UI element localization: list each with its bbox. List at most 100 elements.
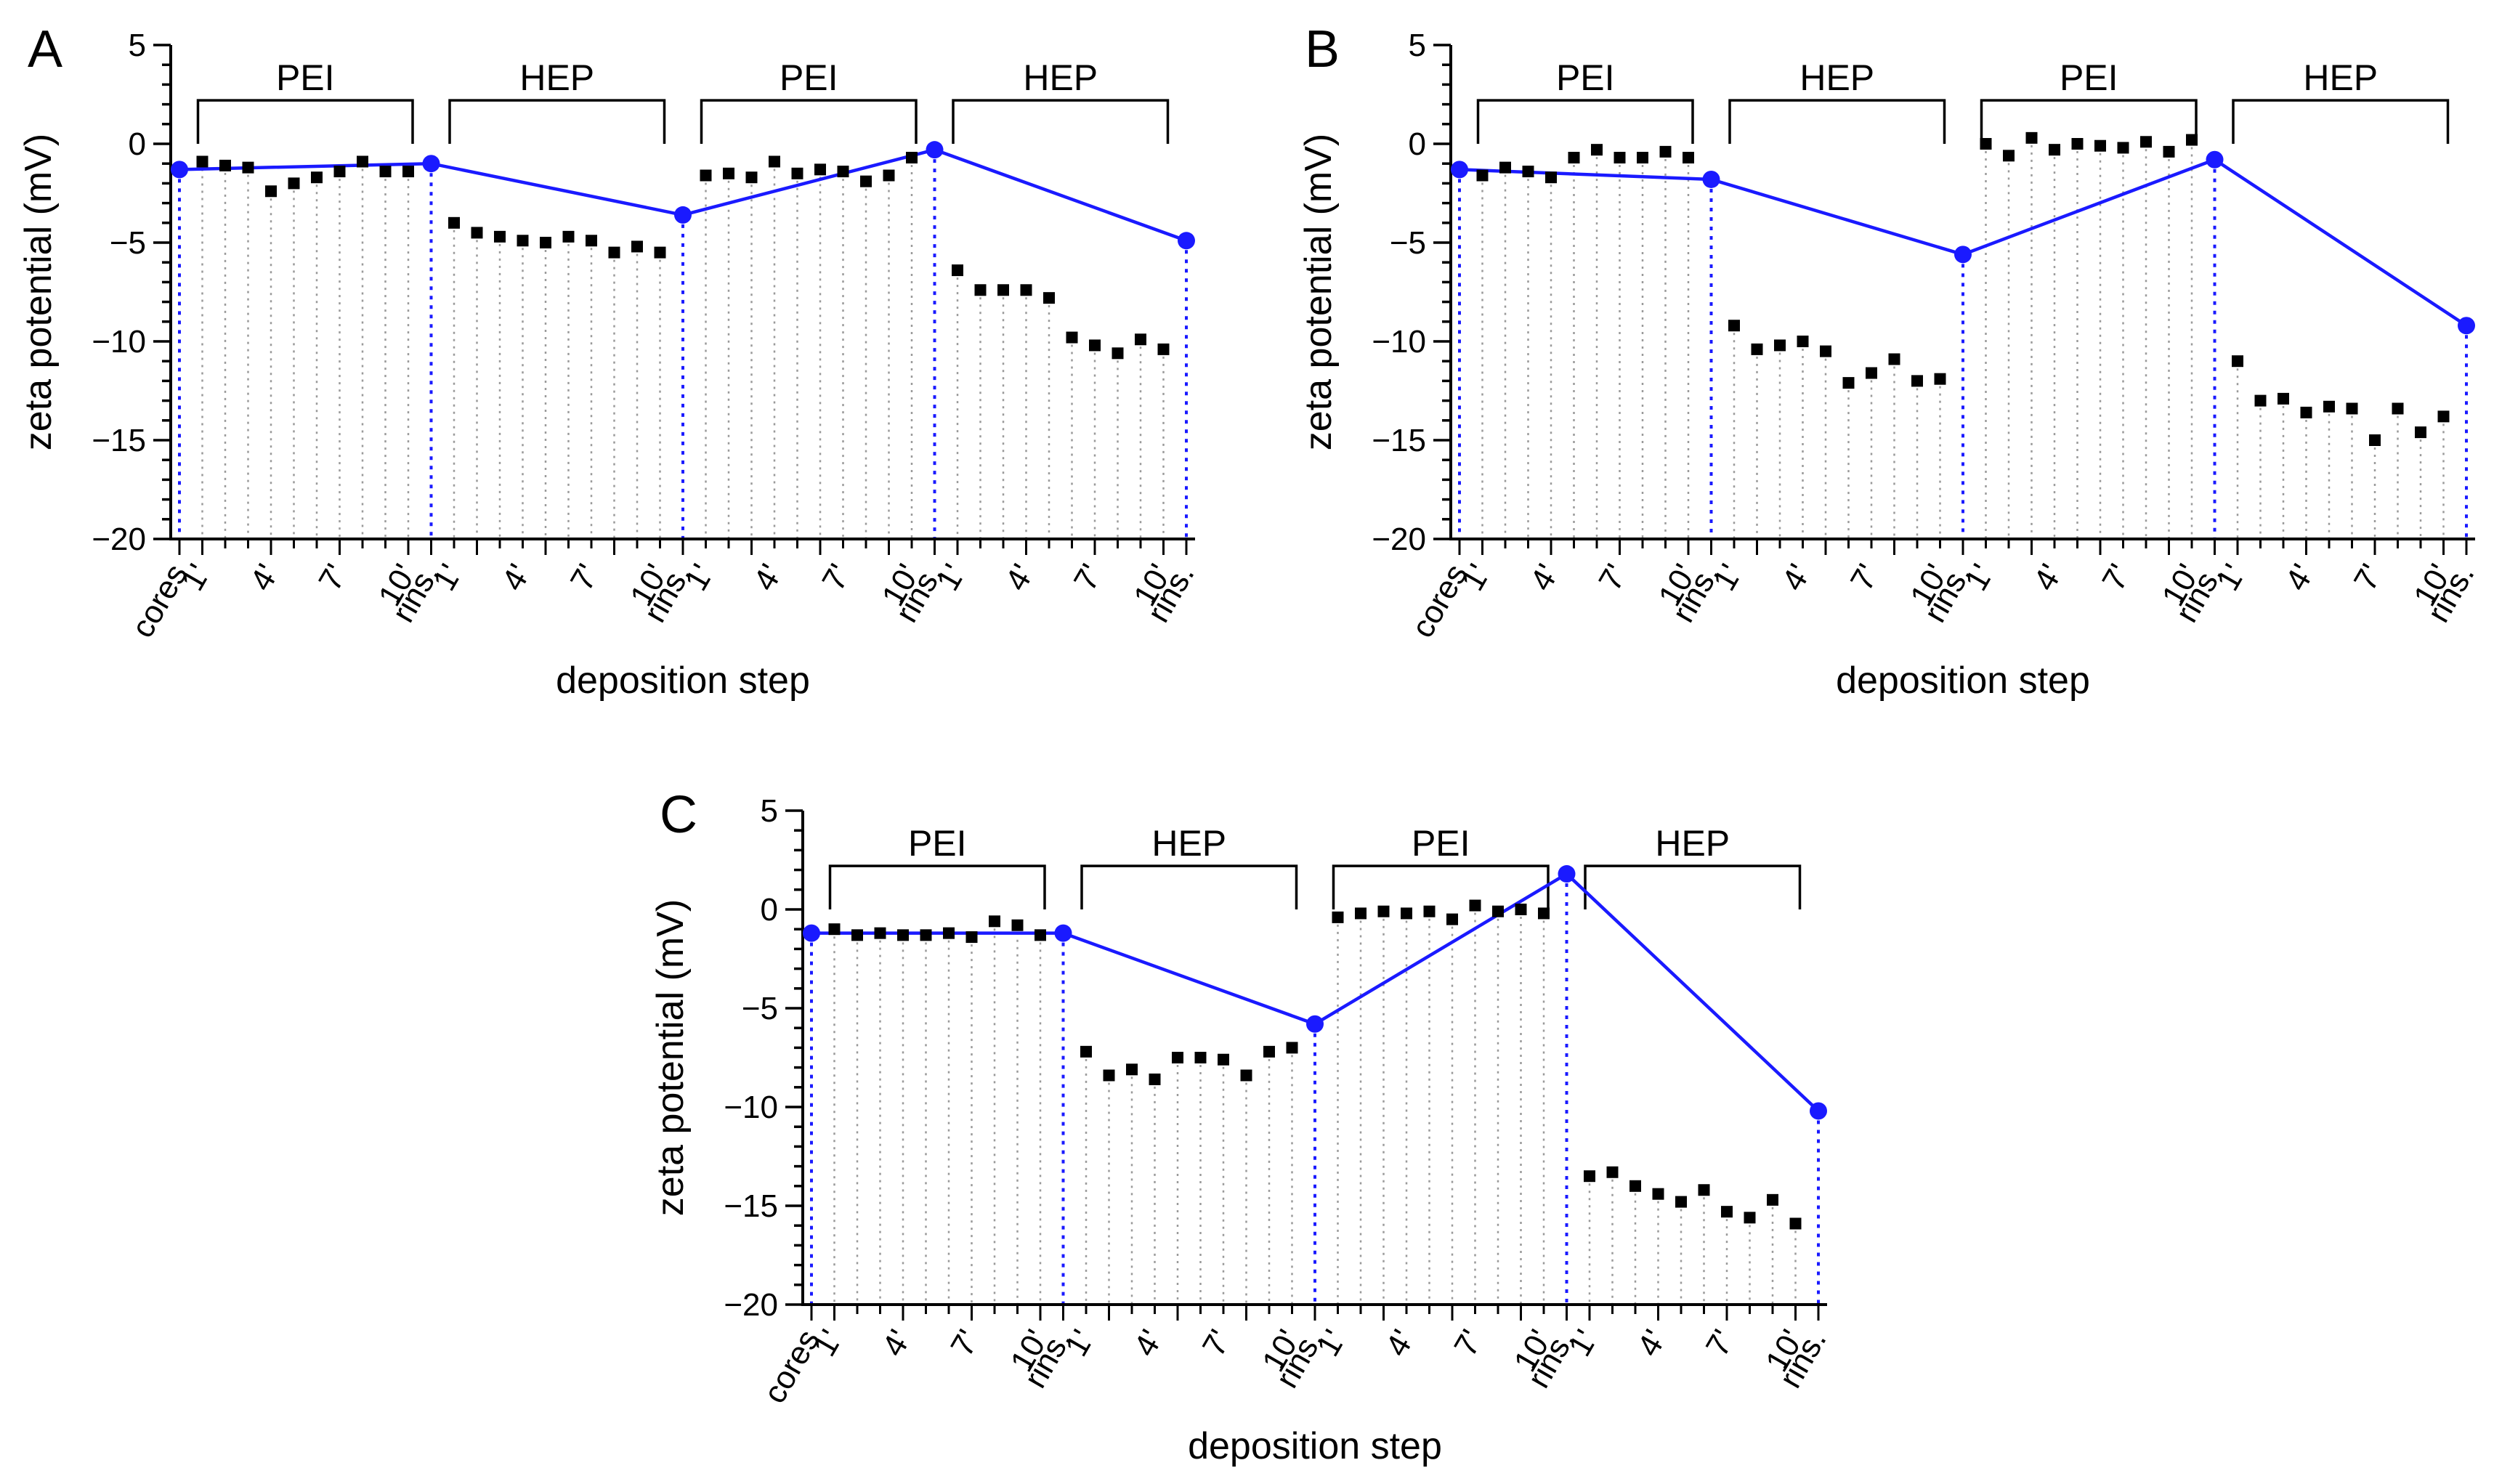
black-point [1103, 1069, 1115, 1082]
black-point [608, 246, 620, 259]
black-point [1659, 145, 1672, 158]
black-point [2278, 392, 2289, 405]
black-point [1789, 1217, 1802, 1230]
black-point [828, 923, 841, 936]
y-axis-title: zeta potential (mV) [1297, 134, 1340, 450]
y-tick-label: −20 [92, 522, 146, 557]
black-point [1515, 904, 1527, 915]
y-tick-label: 5 [761, 793, 778, 829]
black-point [402, 166, 414, 178]
black-point [1043, 292, 1055, 304]
panel-letter: C [660, 786, 697, 844]
panel-letter: B [1305, 20, 1340, 78]
black-point [791, 167, 803, 179]
black-point [1584, 1170, 1595, 1183]
black-point [1934, 373, 1946, 385]
phase-bracket [1980, 99, 2198, 144]
y-tick-label: −10 [1372, 324, 1426, 360]
black-point [1194, 1052, 1207, 1063]
phase-bracket [1332, 864, 1550, 909]
black-point [1172, 1052, 1183, 1063]
black-point [1135, 333, 1146, 346]
black-point [1842, 377, 1855, 389]
black-point [471, 227, 483, 239]
black-point [219, 159, 231, 171]
black-point [1767, 1193, 1778, 1206]
black-point [2163, 145, 2175, 158]
phase-bracket [196, 99, 414, 144]
blue-point [1558, 865, 1576, 883]
y-tick-label: −20 [724, 1287, 778, 1323]
black-point [2186, 134, 2198, 146]
black-point [333, 166, 346, 178]
black-point [952, 264, 963, 277]
black-point [1728, 320, 1740, 332]
phase-bracket [1584, 864, 1802, 909]
black-point [562, 230, 575, 243]
phase-label: HEP [1799, 57, 1874, 98]
black-point [1820, 345, 1831, 357]
black-point [1522, 166, 1534, 178]
black-point [2300, 406, 2312, 418]
panel-letter: A [28, 20, 62, 78]
black-point [379, 166, 392, 178]
blue-point [1702, 170, 1720, 188]
black-point [1446, 913, 1458, 925]
black-point [2232, 355, 2243, 368]
black-point [1492, 905, 1504, 917]
black-point [1240, 1069, 1252, 1082]
black-point [1066, 331, 1078, 344]
y-axis-title: zeta potential (mV) [649, 899, 692, 1216]
phase-bracket [1080, 864, 1298, 909]
y-tick-label: 0 [1409, 126, 1426, 162]
black-point [837, 166, 849, 178]
phase-bracket [952, 99, 1170, 144]
blue-point [1054, 924, 1072, 942]
blue-point [1178, 232, 1195, 250]
black-point [2071, 138, 2084, 150]
phase-label: HEP [1151, 823, 1226, 864]
y-tick-label: 0 [761, 892, 778, 928]
black-point [769, 155, 780, 168]
black-point [1774, 339, 1786, 352]
black-point [2323, 400, 2335, 413]
black-point [1683, 152, 1694, 164]
y-tick-label: 0 [129, 126, 146, 162]
y-tick-label: −15 [1372, 423, 1426, 458]
black-point [1499, 161, 1511, 174]
black-point [288, 177, 300, 190]
black-point [1355, 907, 1367, 920]
black-point [540, 237, 551, 248]
black-point [654, 246, 666, 259]
black-point [1629, 1180, 1641, 1192]
y-tick-label: −15 [724, 1188, 778, 1224]
black-point [1797, 336, 1809, 347]
blue-point [1306, 1015, 1324, 1033]
black-point [1126, 1063, 1138, 1076]
phase-label: HEP [1655, 823, 1730, 864]
phase-label: PEI [908, 823, 967, 864]
black-point [874, 927, 886, 939]
black-point [242, 161, 254, 174]
black-point [2117, 142, 2129, 154]
black-point [2369, 434, 2381, 446]
black-point [2140, 136, 2152, 148]
phase-bracket [1476, 99, 1694, 144]
black-point [1469, 899, 1481, 912]
black-point [517, 235, 529, 247]
black-point [745, 171, 758, 184]
black-point [1614, 152, 1626, 164]
black-point [1721, 1206, 1733, 1218]
phase-label: PEI [1412, 823, 1470, 864]
black-point [2025, 131, 2038, 144]
black-point [965, 931, 978, 944]
black-point [700, 169, 712, 182]
blue-point [1954, 246, 1972, 264]
x-axis-title: deposition step [1836, 660, 2090, 702]
black-point [814, 163, 826, 176]
blue-point [422, 155, 440, 173]
black-point [906, 152, 918, 164]
blue-point [1451, 161, 1468, 179]
black-point [1606, 1166, 1619, 1178]
